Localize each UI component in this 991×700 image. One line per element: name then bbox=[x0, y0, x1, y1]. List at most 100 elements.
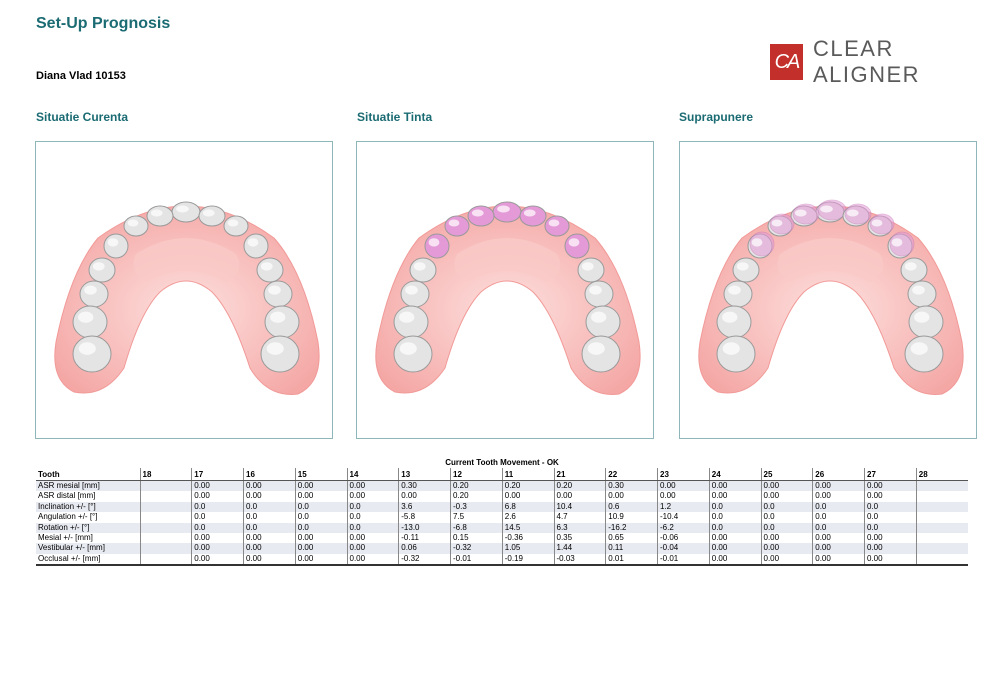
table-row: Rotation +/- [°] 0.0 0.0 0.0 0.0 -13.0 -6.8 14.… bbox=[36, 522, 968, 534]
column-header-25: 25 bbox=[760, 468, 813, 481]
table-cell: -0.01 bbox=[450, 553, 503, 567]
tooth bbox=[716, 335, 756, 373]
tooth bbox=[723, 280, 753, 308]
tooth bbox=[585, 305, 621, 339]
tooth-highlight bbox=[78, 342, 96, 355]
tooth bbox=[243, 233, 269, 259]
table-header-row: Tooth 18 17 16 15 14 13 12 11 21 22 23 24 25 26 27 28 bbox=[36, 468, 968, 481]
logo-mark: CA bbox=[770, 44, 803, 80]
tooth-highlight bbox=[736, 262, 749, 271]
table-cell: 6.3 bbox=[553, 522, 606, 534]
column-header-18: 18 bbox=[139, 468, 192, 481]
table-cell bbox=[139, 501, 192, 513]
table-cell bbox=[139, 543, 192, 554]
table-row: Vestibular +/- [mm] 0.00 0.00 0.00 0.00 0.06-… bbox=[36, 543, 968, 554]
tooth-highlight bbox=[260, 262, 273, 271]
tooth bbox=[171, 201, 201, 223]
table-cell: 0.0 bbox=[812, 512, 865, 523]
table-cell: 0.00 bbox=[243, 491, 296, 502]
table-cell: 4.7 bbox=[553, 512, 606, 523]
table-cell: 0.0 bbox=[294, 512, 347, 523]
tooth-movement-table: Tooth 18 17 16 15 14 13 12 11 21 22 23 24 25 26 27 28 AS… bbox=[36, 468, 968, 567]
table-cell: -0.01 bbox=[657, 553, 710, 567]
table-cell: -0.32 bbox=[450, 543, 503, 554]
table-cell: 0.0 bbox=[812, 522, 865, 534]
column-header-15: 15 bbox=[294, 468, 347, 481]
column-header-13: 13 bbox=[398, 468, 451, 481]
tooth-highlight bbox=[914, 311, 930, 323]
table-cell: 0.06 bbox=[398, 543, 451, 554]
table-cell: -0.11 bbox=[398, 533, 451, 544]
tooth-highlight bbox=[405, 285, 418, 295]
table-cell: -0.32 bbox=[398, 553, 451, 567]
table-cell: -0.04 bbox=[657, 543, 710, 554]
table-cell: 0.00 bbox=[605, 491, 658, 502]
column-header-11: 11 bbox=[501, 468, 554, 481]
tooth-highlight bbox=[270, 311, 286, 323]
table-cell: 0.0 bbox=[346, 512, 399, 523]
tooth bbox=[424, 233, 450, 259]
target-tooth-overlay bbox=[889, 231, 915, 257]
table-cell: 0.00 bbox=[243, 533, 296, 544]
tooth-highlight bbox=[247, 238, 259, 247]
table-cell: 2.6 bbox=[501, 512, 554, 523]
table-cell: -0.03 bbox=[553, 553, 606, 567]
table-cell: 0.00 bbox=[191, 543, 244, 554]
table-cell: 1.2 bbox=[657, 501, 710, 513]
tooth-highlight bbox=[413, 262, 426, 271]
table-body: ASR mesial [mm] 0.00 0.00 0.00 0.00 0.30 0.20 0… bbox=[36, 480, 968, 567]
table-cell: 0.00 bbox=[191, 480, 244, 492]
row-label: ASR distal [mm] bbox=[38, 491, 96, 501]
tooth-highlight bbox=[912, 285, 925, 295]
page-title: Set-Up Prognosis bbox=[36, 15, 171, 32]
palate-shape bbox=[454, 238, 561, 282]
table-cell: 0.00 bbox=[346, 533, 399, 544]
table-cell: 0.0 bbox=[864, 522, 917, 534]
table-cell: 0.00 bbox=[657, 480, 710, 492]
tooth bbox=[400, 280, 430, 308]
tooth-highlight bbox=[399, 342, 417, 355]
tooth bbox=[72, 305, 108, 339]
tooth bbox=[79, 280, 109, 308]
table-cell: 10.4 bbox=[553, 501, 606, 513]
tooth-highlight bbox=[891, 238, 903, 247]
table-cell bbox=[915, 522, 968, 534]
table-cell: 0.15 bbox=[450, 533, 503, 544]
table-cell: 0.0 bbox=[708, 512, 761, 523]
table-cell: 0.00 bbox=[346, 553, 399, 567]
column-header-23: 23 bbox=[657, 468, 710, 481]
table-cell: 0.0 bbox=[346, 522, 399, 534]
tooth-highlight bbox=[107, 238, 119, 247]
column-header-24: 24 bbox=[708, 468, 761, 481]
tooth-highlight bbox=[587, 342, 605, 355]
table-cell: 0.0 bbox=[708, 522, 761, 534]
table-cell: 0.0 bbox=[812, 501, 865, 513]
table-cell: 0.0 bbox=[191, 522, 244, 534]
table-cell: -6.8 bbox=[450, 522, 503, 534]
tooth bbox=[584, 280, 614, 308]
table-cell: 0.00 bbox=[294, 543, 347, 554]
table-cell: 0.00 bbox=[346, 491, 399, 502]
table-cell: 0.00 bbox=[708, 533, 761, 544]
table-cell: 0.00 bbox=[501, 491, 554, 502]
column-header-14: 14 bbox=[346, 468, 399, 481]
tooth bbox=[716, 305, 752, 339]
tooth bbox=[146, 205, 174, 227]
table-cell: 0.00 bbox=[864, 491, 917, 502]
tooth bbox=[123, 215, 149, 237]
table-cell: -10.4 bbox=[657, 512, 710, 523]
clear-aligner-logo: CA CLEAR ALIGNER bbox=[770, 36, 991, 88]
tooth-highlight bbox=[227, 219, 239, 227]
table-cell bbox=[139, 480, 192, 492]
tooth bbox=[907, 280, 937, 308]
table-row: Mesial +/- [mm] 0.00 0.00 0.00 0.00 -0.11 0.15… bbox=[36, 533, 968, 544]
table-row: ASR distal [mm] 0.00 0.00 0.00 0.00 0.00 0.20 0… bbox=[36, 491, 968, 502]
table-cell: 0.0 bbox=[760, 512, 813, 523]
table-row: Angulation +/- [°] 0.0 0.0 0.0 0.0 -5.8 7.5 2.6… bbox=[36, 512, 968, 523]
column-header-17: 17 bbox=[191, 468, 244, 481]
table-row: Occlusal +/- [mm] 0.00 0.00 0.00 0.00 -0.32 -0… bbox=[36, 553, 968, 567]
table-cell bbox=[915, 491, 968, 502]
table-cell: 0.00 bbox=[346, 480, 399, 492]
table-cell: 0.00 bbox=[294, 553, 347, 567]
table-cell: 0.20 bbox=[450, 480, 503, 492]
